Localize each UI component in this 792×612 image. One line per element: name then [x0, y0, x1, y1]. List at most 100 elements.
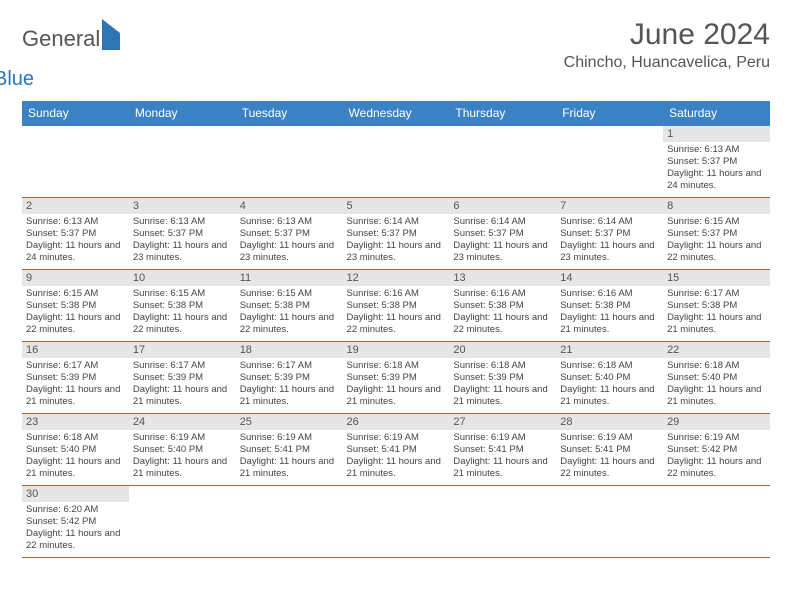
calendar-row: 16Sunrise: 6:17 AMSunset: 5:39 PMDayligh… — [22, 342, 770, 414]
day-details: Sunrise: 6:17 AMSunset: 5:39 PMDaylight:… — [236, 358, 343, 412]
calendar-cell: 14Sunrise: 6:16 AMSunset: 5:38 PMDayligh… — [556, 270, 663, 342]
day-details: Sunrise: 6:17 AMSunset: 5:38 PMDaylight:… — [663, 286, 770, 340]
day-details: Sunrise: 6:14 AMSunset: 5:37 PMDaylight:… — [343, 214, 450, 268]
calendar-cell — [449, 486, 556, 558]
day-details: Sunrise: 6:19 AMSunset: 5:41 PMDaylight:… — [343, 430, 450, 484]
day-number: 12 — [343, 270, 450, 286]
calendar-cell — [129, 126, 236, 198]
day-number: 19 — [343, 342, 450, 358]
day-header: Thursday — [449, 101, 556, 126]
day-details: Sunrise: 6:13 AMSunset: 5:37 PMDaylight:… — [663, 142, 770, 196]
calendar-cell: 2Sunrise: 6:13 AMSunset: 5:37 PMDaylight… — [22, 198, 129, 270]
logo-text-blue: Blue — [0, 68, 120, 91]
day-number: 29 — [663, 414, 770, 430]
calendar-cell: 26Sunrise: 6:19 AMSunset: 5:41 PMDayligh… — [343, 414, 450, 486]
day-number: 24 — [129, 414, 236, 430]
calendar-cell: 8Sunrise: 6:15 AMSunset: 5:37 PMDaylight… — [663, 198, 770, 270]
calendar-cell — [449, 126, 556, 198]
day-header: Friday — [556, 101, 663, 126]
day-details: Sunrise: 6:16 AMSunset: 5:38 PMDaylight:… — [556, 286, 663, 340]
calendar-row: 30Sunrise: 6:20 AMSunset: 5:42 PMDayligh… — [22, 486, 770, 558]
calendar-cell: 5Sunrise: 6:14 AMSunset: 5:37 PMDaylight… — [343, 198, 450, 270]
day-number: 9 — [22, 270, 129, 286]
day-header: Tuesday — [236, 101, 343, 126]
calendar-row: 9Sunrise: 6:15 AMSunset: 5:38 PMDaylight… — [22, 270, 770, 342]
day-number: 11 — [236, 270, 343, 286]
day-number: 1 — [663, 126, 770, 142]
day-number: 8 — [663, 198, 770, 214]
day-number: 2 — [22, 198, 129, 214]
calendar-cell: 15Sunrise: 6:17 AMSunset: 5:38 PMDayligh… — [663, 270, 770, 342]
day-details: Sunrise: 6:16 AMSunset: 5:38 PMDaylight:… — [449, 286, 556, 340]
calendar-cell: 30Sunrise: 6:20 AMSunset: 5:42 PMDayligh… — [22, 486, 129, 558]
month-title: June 2024 — [564, 18, 770, 52]
day-details: Sunrise: 6:13 AMSunset: 5:37 PMDaylight:… — [22, 214, 129, 268]
day-header: Monday — [129, 101, 236, 126]
day-details: Sunrise: 6:19 AMSunset: 5:41 PMDaylight:… — [556, 430, 663, 484]
calendar: SundayMondayTuesdayWednesdayThursdayFrid… — [22, 101, 770, 558]
calendar-cell: 27Sunrise: 6:19 AMSunset: 5:41 PMDayligh… — [449, 414, 556, 486]
calendar-cell: 12Sunrise: 6:16 AMSunset: 5:38 PMDayligh… — [343, 270, 450, 342]
calendar-cell: 17Sunrise: 6:17 AMSunset: 5:39 PMDayligh… — [129, 342, 236, 414]
calendar-cell — [343, 126, 450, 198]
calendar-cell: 23Sunrise: 6:18 AMSunset: 5:40 PMDayligh… — [22, 414, 129, 486]
calendar-cell — [236, 486, 343, 558]
logo-text-general: General — [22, 26, 100, 51]
calendar-cell: 24Sunrise: 6:19 AMSunset: 5:40 PMDayligh… — [129, 414, 236, 486]
calendar-cell: 7Sunrise: 6:14 AMSunset: 5:37 PMDaylight… — [556, 198, 663, 270]
day-number: 21 — [556, 342, 663, 358]
calendar-cell — [343, 486, 450, 558]
calendar-cell: 20Sunrise: 6:18 AMSunset: 5:39 PMDayligh… — [449, 342, 556, 414]
day-number: 15 — [663, 270, 770, 286]
day-number: 17 — [129, 342, 236, 358]
header: General Blue June 2024 Chincho, Huancave… — [22, 18, 770, 91]
day-details: Sunrise: 6:18 AMSunset: 5:39 PMDaylight:… — [343, 358, 450, 412]
calendar-cell: 11Sunrise: 6:15 AMSunset: 5:38 PMDayligh… — [236, 270, 343, 342]
day-details: Sunrise: 6:18 AMSunset: 5:40 PMDaylight:… — [556, 358, 663, 412]
day-details: Sunrise: 6:13 AMSunset: 5:37 PMDaylight:… — [236, 214, 343, 268]
day-details: Sunrise: 6:19 AMSunset: 5:40 PMDaylight:… — [129, 430, 236, 484]
day-details: Sunrise: 6:18 AMSunset: 5:39 PMDaylight:… — [449, 358, 556, 412]
title-block: June 2024 Chincho, Huancavelica, Peru — [564, 18, 770, 72]
calendar-cell: 1Sunrise: 6:13 AMSunset: 5:37 PMDaylight… — [663, 126, 770, 198]
calendar-cell — [129, 486, 236, 558]
day-number: 3 — [129, 198, 236, 214]
day-number: 6 — [449, 198, 556, 214]
day-number: 23 — [22, 414, 129, 430]
calendar-body: 1Sunrise: 6:13 AMSunset: 5:37 PMDaylight… — [22, 126, 770, 558]
calendar-cell: 25Sunrise: 6:19 AMSunset: 5:41 PMDayligh… — [236, 414, 343, 486]
day-details: Sunrise: 6:15 AMSunset: 5:38 PMDaylight:… — [129, 286, 236, 340]
calendar-row: 1Sunrise: 6:13 AMSunset: 5:37 PMDaylight… — [22, 126, 770, 198]
day-number: 7 — [556, 198, 663, 214]
calendar-cell: 21Sunrise: 6:18 AMSunset: 5:40 PMDayligh… — [556, 342, 663, 414]
day-details: Sunrise: 6:17 AMSunset: 5:39 PMDaylight:… — [22, 358, 129, 412]
day-details: Sunrise: 6:15 AMSunset: 5:38 PMDaylight:… — [22, 286, 129, 340]
calendar-cell: 10Sunrise: 6:15 AMSunset: 5:38 PMDayligh… — [129, 270, 236, 342]
calendar-cell: 4Sunrise: 6:13 AMSunset: 5:37 PMDaylight… — [236, 198, 343, 270]
day-details: Sunrise: 6:19 AMSunset: 5:42 PMDaylight:… — [663, 430, 770, 484]
day-number: 5 — [343, 198, 450, 214]
day-header: Wednesday — [343, 101, 450, 126]
day-details: Sunrise: 6:14 AMSunset: 5:37 PMDaylight:… — [556, 214, 663, 268]
calendar-cell — [663, 486, 770, 558]
day-number: 18 — [236, 342, 343, 358]
logo: General Blue — [22, 26, 120, 91]
calendar-cell — [236, 126, 343, 198]
logo-triangle-icon — [102, 19, 120, 50]
day-details: Sunrise: 6:18 AMSunset: 5:40 PMDaylight:… — [22, 430, 129, 484]
calendar-cell: 19Sunrise: 6:18 AMSunset: 5:39 PMDayligh… — [343, 342, 450, 414]
calendar-cell: 22Sunrise: 6:18 AMSunset: 5:40 PMDayligh… — [663, 342, 770, 414]
day-details: Sunrise: 6:13 AMSunset: 5:37 PMDaylight:… — [129, 214, 236, 268]
day-number: 25 — [236, 414, 343, 430]
calendar-row: 23Sunrise: 6:18 AMSunset: 5:40 PMDayligh… — [22, 414, 770, 486]
day-details: Sunrise: 6:20 AMSunset: 5:42 PMDaylight:… — [22, 502, 129, 556]
day-header: Sunday — [22, 101, 129, 126]
day-number: 14 — [556, 270, 663, 286]
calendar-cell: 16Sunrise: 6:17 AMSunset: 5:39 PMDayligh… — [22, 342, 129, 414]
day-number: 30 — [22, 486, 129, 502]
day-number: 26 — [343, 414, 450, 430]
day-number: 13 — [449, 270, 556, 286]
calendar-cell: 3Sunrise: 6:13 AMSunset: 5:37 PMDaylight… — [129, 198, 236, 270]
location: Chincho, Huancavelica, Peru — [564, 54, 770, 72]
day-number: 22 — [663, 342, 770, 358]
